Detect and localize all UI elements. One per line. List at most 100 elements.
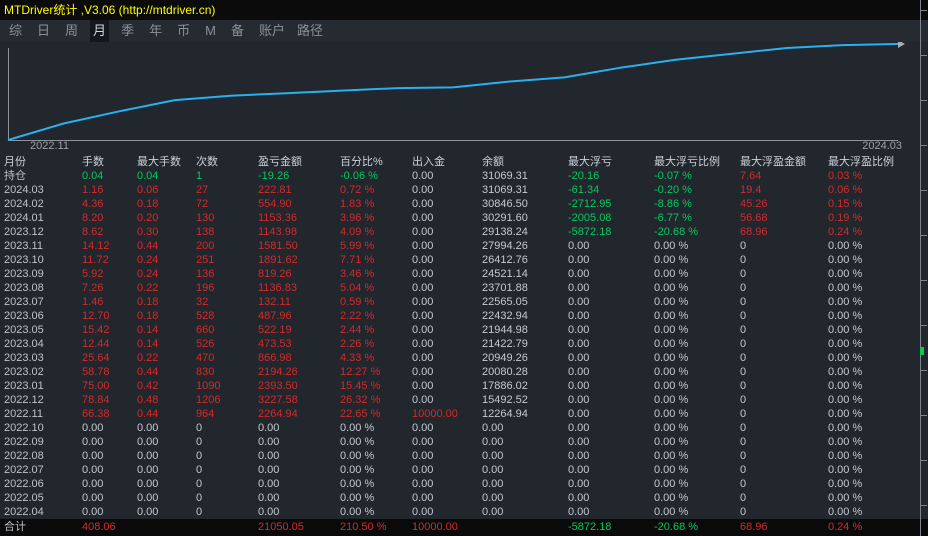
table-cell: 0.00 % — [654, 436, 689, 448]
table-row[interactable]: 2023.05 15.42 0.14 660 522.19 2.44 % 0.00 21944… — [0, 323, 928, 337]
table-cell: 0.00 — [568, 380, 590, 392]
table-cell: 0.00 — [412, 268, 434, 280]
table-row[interactable]: 2022.05 0.00 0.00 0 0.00 0.00 % 0.00 0.00 0.00 0.… — [0, 491, 928, 505]
table-cell: 0.00 % — [828, 506, 863, 518]
table-cell: 2023.06 — [4, 310, 44, 322]
table-cell: 0.00 % — [340, 436, 375, 448]
table-cell: 0.42 — [137, 380, 159, 392]
table-cell: 0.24 % — [828, 521, 863, 533]
table-row[interactable]: 2022.04 0.00 0.00 0 0.00 0.00 % 0.00 0.00 0.00 0.… — [0, 505, 928, 519]
table-cell: 14.12 — [82, 240, 110, 252]
table-cell: 2023.11 — [4, 240, 43, 252]
table-row[interactable]: 2022.06 0.00 0.00 0 0.00 0.00 % 0.00 0.00 0.00 0.… — [0, 477, 928, 491]
table-cell: 0.04 — [137, 170, 159, 182]
menu-item-account[interactable]: 账户 — [258, 23, 285, 38]
table-row[interactable]: 2023.02 58.78 0.44 830 2194.26 12.27 % 0.00 200… — [0, 365, 928, 379]
right-ruler[interactable] — [920, 0, 928, 536]
menu-items: 综日周月季年币 M 备账户 — [6, 20, 288, 42]
table-cell: 0 — [196, 478, 203, 490]
table-cell — [196, 519, 258, 536]
ruler-tick — [920, 55, 927, 56]
table-cell: 0.00 — [568, 450, 590, 462]
table-row[interactable]: 2022.12 78.84 0.48 1206 3227.58 26.32 % 0.00 15… — [0, 393, 928, 407]
table-cell: 0.00 % — [654, 408, 689, 420]
menu-item-week[interactable]: 周 — [65, 23, 79, 38]
table-cell: 68.96 — [740, 226, 768, 238]
table-cell: -6.77 % — [654, 212, 692, 224]
table-cell: 0.00 — [258, 478, 280, 490]
table-cell: 0.00 — [412, 226, 434, 238]
table-row[interactable]: 2023.01 75.00 0.42 1090 2393.50 15.45 % 0.00 17… — [0, 379, 928, 393]
table-cell: 1.46 — [82, 296, 104, 308]
table-row[interactable]: 2024.03 1.16 0.06 27 222.81 0.72 % 0.00 31069.3… — [0, 183, 928, 197]
table-row[interactable]: 持仓 0.04 0.04 1 -19.26 -0.06 % 0.00 31069.31 -20.… — [0, 169, 928, 183]
table-cell: 29138.24 — [482, 226, 528, 238]
table-cell: 0.00 % — [654, 254, 689, 266]
table-cell: 2023.08 — [4, 282, 44, 294]
table-row[interactable]: 2022.08 0.00 0.00 0 0.00 0.00 % 0.00 0.00 0.00 0.… — [0, 449, 928, 463]
table-cell: 0.00 % — [828, 268, 863, 280]
column-header: 出入金 — [412, 156, 445, 168]
table-cell: 132.11 — [258, 296, 291, 308]
table-cell: 22.65 % — [340, 408, 381, 420]
table-row[interactable]: 2023.08 7.26 0.22 196 1136.83 5.04 % 0.00 23701… — [0, 281, 928, 295]
table-row[interactable]: 2024.01 8.20 0.20 130 1153.36 3.96 % 0.00 30291… — [0, 211, 928, 225]
table-cell: 0 — [196, 422, 203, 434]
table-cell: 0.00 — [412, 170, 434, 182]
table-cell: 12.70 — [82, 310, 110, 322]
table-row[interactable]: 2023.03 25.64 0.22 470 866.98 4.33 % 0.00 20949… — [0, 351, 928, 365]
table-row[interactable]: 2023.04 12.44 0.14 526 473.53 2.26 % 0.00 21422… — [0, 337, 928, 351]
table-row[interactable]: 2022.11 66.38 0.44 964 2264.94 22.65 % 10000.0… — [0, 407, 928, 421]
table-body: 持仓 0.04 0.04 1 -19.26 -0.06 % 0.00 31069.31 -20.… — [0, 169, 928, 519]
table-cell: 1090 — [196, 380, 221, 392]
table-cell: 25.64 — [82, 352, 110, 364]
column-header: 次数 — [196, 156, 218, 168]
table-cell: 0.00 — [137, 464, 159, 476]
table-cell: 0.00 — [412, 394, 434, 406]
table-cell: 0.00 % — [828, 240, 863, 252]
menu-item-note[interactable]: 备 — [230, 23, 244, 38]
column-header: 最大手数 — [137, 156, 181, 168]
table-cell: 660 — [196, 324, 215, 336]
table-cell: 138 — [196, 226, 215, 238]
table-row[interactable]: 2022.07 0.00 0.00 0 0.00 0.00 % 0.00 0.00 0.00 0.… — [0, 463, 928, 477]
menu-item-day[interactable]: 日 — [37, 23, 51, 38]
table-cell: -8.86 % — [654, 198, 692, 210]
table-cell: 45.26 — [740, 198, 768, 210]
table-cell: 0.00 % — [828, 310, 863, 322]
table-row[interactable]: 2022.09 0.00 0.00 0 0.00 0.00 % 0.00 0.00 0.00 0.… — [0, 435, 928, 449]
table-cell: 75.00 — [82, 380, 110, 392]
menu-item-summary[interactable]: 综 — [9, 23, 23, 38]
table-cell: 2.44 % — [340, 324, 375, 336]
table-cell: 0.00 — [482, 436, 504, 448]
table-cell: 0 — [740, 268, 747, 280]
menu-item-year[interactable]: 年 — [149, 23, 163, 38]
table-row[interactable]: 2023.06 12.70 0.18 528 487.96 2.22 % 0.00 22432… — [0, 309, 928, 323]
total-row[interactable]: 合计 408.06 21050.05 210.50 % 10000.00 -5872.18… — [0, 519, 928, 536]
table-cell: -5872.18 — [568, 226, 612, 238]
title-bar[interactable]: MTDriver统计 ,V3.06 (http://mtdriver.cn) — [0, 0, 928, 20]
table-cell: 0.00 % — [828, 296, 863, 308]
table-row[interactable]: 2022.10 0.00 0.00 0 0.00 0.00 % 0.00 0.00 0.00 0.… — [0, 421, 928, 435]
table-cell: -5872.18 — [568, 521, 612, 533]
menu-item-currency[interactable]: 币 — [177, 23, 191, 38]
menu-item-quarter[interactable]: 季 — [121, 23, 135, 38]
table-row[interactable]: 2024.02 4.36 0.18 72 554.90 1.83 % 0.00 30846.5… — [0, 197, 928, 211]
table-row[interactable]: 2023.07 1.46 0.18 32 132.11 0.59 % 0.00 22565.0… — [0, 295, 928, 309]
menu-item-m[interactable]: M — [205, 23, 216, 38]
table-cell: 0.00 % — [828, 338, 863, 350]
table-cell: 0.00 % — [828, 366, 863, 378]
column-header: 最大浮盈金额 — [740, 156, 806, 168]
table-cell: 0.22 — [137, 282, 159, 294]
table-row[interactable]: 2023.09 5.92 0.24 136 819.26 3.46 % 0.00 24521.… — [0, 267, 928, 281]
table-cell: 0.00 % — [828, 464, 863, 476]
table-cell: 0.24 % — [828, 226, 863, 238]
table-row[interactable]: 2023.12 8.62 0.30 138 1143.98 4.09 % 0.00 29138… — [0, 225, 928, 239]
table-row[interactable]: 2023.10 11.72 0.24 251 1891.62 7.71 % 0.00 2641… — [0, 253, 928, 267]
table-cell: 0.00 % — [654, 268, 689, 280]
menu-item-month[interactable]: 月 — [90, 20, 110, 42]
table-cell: 0.00 % — [654, 352, 689, 364]
menu-item-path[interactable]: 路径 — [297, 23, 324, 38]
table-cell: 0.00 — [568, 366, 590, 378]
table-row[interactable]: 2023.11 14.12 0.44 200 1581.50 5.99 % 0.00 2799… — [0, 239, 928, 253]
